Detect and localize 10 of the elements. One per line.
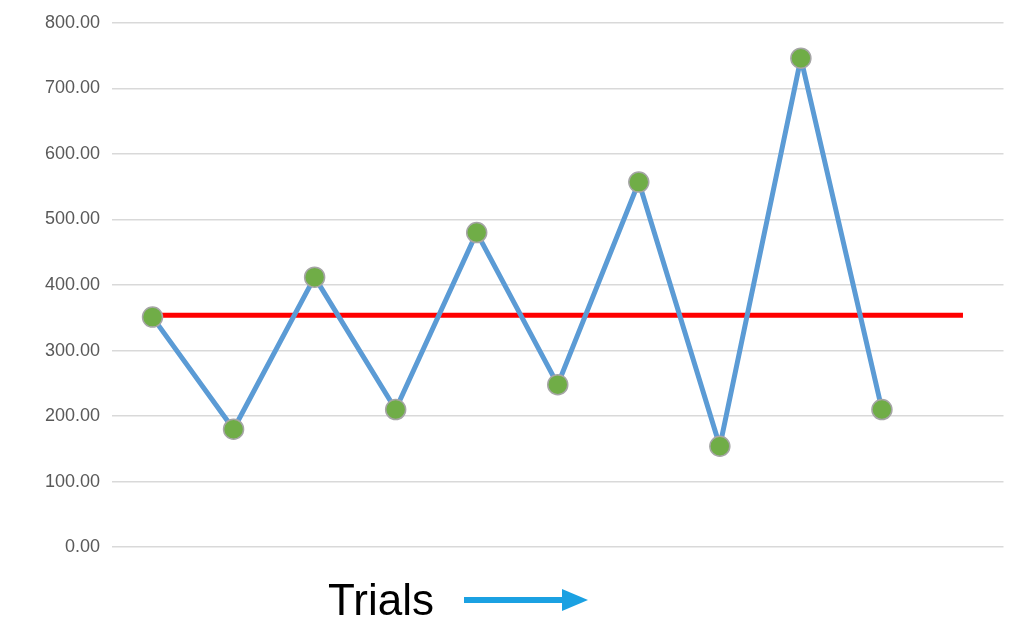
y-tick-label: 300.00 — [44, 339, 100, 360]
y-tick-label: 0.00 — [64, 536, 100, 557]
y-tick-label: 800.00 — [44, 11, 100, 32]
y-tick-label: 200.00 — [44, 405, 100, 426]
x-axis-title: Trials — [328, 574, 434, 624]
y-tick-label: 700.00 — [44, 77, 100, 98]
y-tick-label: 600.00 — [44, 142, 100, 163]
y-tick-label: 400.00 — [44, 273, 100, 294]
y-tick-label: 100.00 — [44, 470, 100, 491]
y-tick-label: 500.00 — [44, 208, 100, 229]
